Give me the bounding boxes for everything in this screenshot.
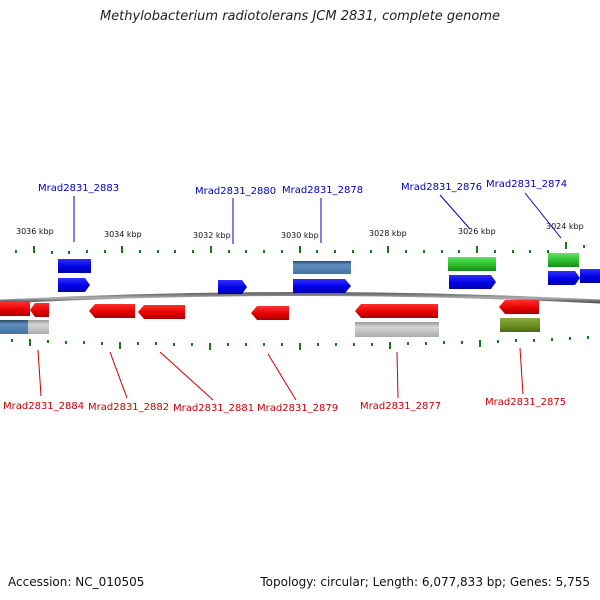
accession-info: Accession: NC_010505	[8, 575, 144, 589]
gene-arrow-reverse	[89, 304, 135, 318]
gene-feature-gray	[355, 322, 439, 337]
forward-label-leaders	[73, 192, 562, 244]
scale-labels: 3036 kbp 3034 kbp 3032 kbp 3030 kbp 3028…	[16, 222, 584, 240]
scale-label: 3028 kbp	[369, 229, 407, 238]
gene-feature-steel	[0, 320, 28, 334]
gene-arrow-reverse	[251, 306, 289, 320]
gene-arrow-reverse	[30, 303, 49, 317]
gene-feature-green	[448, 257, 496, 271]
scale-ticks-lower	[11, 336, 589, 350]
scale-label: 3034 kbp	[104, 230, 142, 239]
forward-gene-labels: Mrad2831_2883 Mrad2831_2880 Mrad2831_287…	[38, 179, 567, 197]
gene-label[interactable]: Mrad2831_2874	[486, 179, 567, 190]
gene-arrow-reverse	[138, 305, 185, 319]
gene-label[interactable]: Mrad2831_2879	[257, 403, 338, 414]
accession-label: Accession:	[8, 575, 72, 589]
scale-label: 3032 kbp	[193, 231, 231, 240]
gene-label[interactable]: Mrad2831_2882	[88, 402, 169, 413]
forward-strand-track	[58, 253, 600, 294]
scale-label: 3030 kbp	[281, 231, 319, 240]
scale-label: 3036 kbp	[16, 227, 54, 236]
gene-feature-steel	[293, 261, 351, 274]
gene-arrow-forward	[449, 275, 496, 289]
gene-feature-gray	[28, 320, 49, 334]
genome-title: Methylobacterium radiotolerans JCM 2831,…	[99, 9, 501, 24]
reverse-gene-labels: Mrad2831_2884 Mrad2831_2882 Mrad2831_288…	[3, 397, 566, 414]
reverse-label-leaders	[37, 347, 524, 401]
gene-arrow-forward	[218, 280, 247, 294]
gene-label[interactable]: Mrad2831_2877	[360, 401, 441, 412]
gene-label[interactable]: Mrad2831_2876	[401, 182, 482, 193]
gene-feature-green	[548, 253, 579, 267]
gene-feature-steel	[58, 259, 91, 273]
gene-arrow-reverse	[355, 304, 438, 318]
gene-label[interactable]: Mrad2831_2881	[173, 403, 254, 414]
gene-label[interactable]: Mrad2831_2884	[3, 401, 84, 412]
scale-label: 3024 kbp	[546, 222, 584, 231]
topology-info: Topology: circular; Length: 6,077,833 bp…	[260, 575, 590, 589]
gene-arrow-forward	[580, 269, 600, 283]
gene-arrow-forward	[58, 278, 90, 292]
accession-value: NC_010505	[75, 575, 145, 589]
gene-feature-olive	[500, 318, 540, 332]
gene-arrow-reverse	[499, 300, 539, 314]
gene-arrow-forward	[548, 271, 580, 285]
reverse-strand-track	[0, 300, 540, 337]
gene-arrow-forward	[293, 279, 351, 293]
scale-ticks-upper	[15, 242, 585, 254]
gene-label[interactable]: Mrad2831_2878	[282, 185, 363, 196]
gene-label[interactable]: Mrad2831_2883	[38, 183, 119, 194]
gene-label[interactable]: Mrad2831_2875	[485, 397, 566, 408]
gene-arrow-reverse	[0, 302, 30, 316]
scale-label: 3026 kbp	[458, 227, 496, 236]
genome-backbone	[0, 292, 600, 304]
gene-label[interactable]: Mrad2831_2880	[195, 186, 276, 197]
